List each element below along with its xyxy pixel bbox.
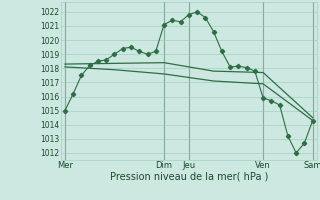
X-axis label: Pression niveau de la mer( hPa ): Pression niveau de la mer( hPa ) — [110, 172, 268, 182]
